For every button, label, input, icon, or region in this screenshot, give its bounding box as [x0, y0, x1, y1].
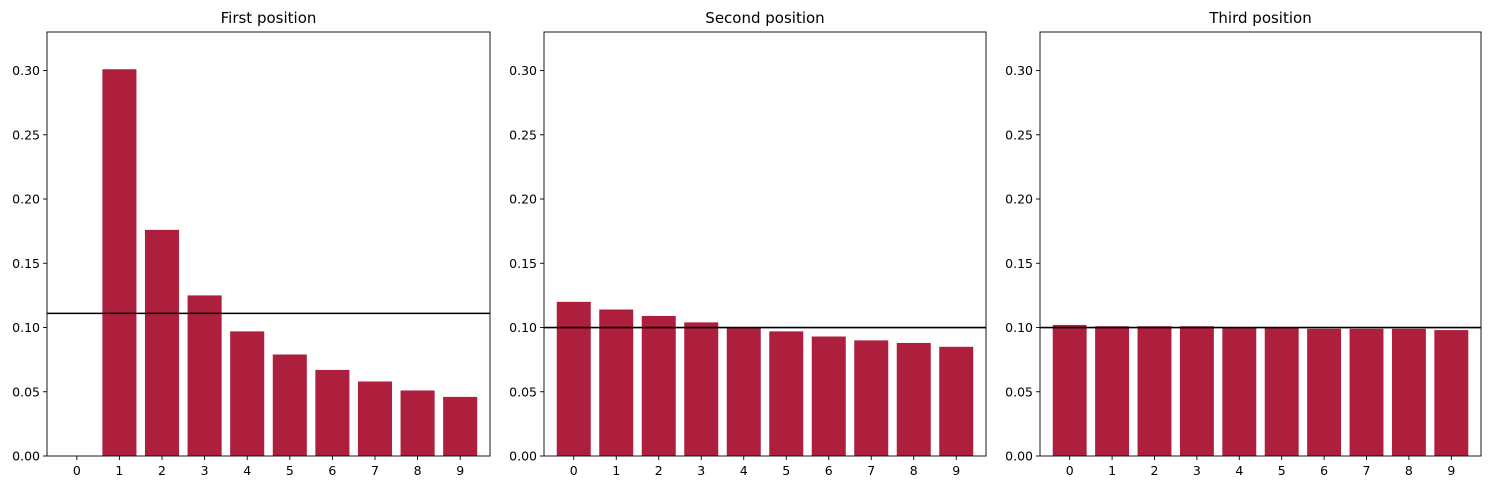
y-tick-label: 0.20: [12, 192, 40, 207]
bar: [769, 331, 804, 456]
bar: [726, 327, 761, 456]
bar: [144, 229, 180, 456]
x-tick-label: 1: [612, 463, 620, 478]
y-tick-label: 0.25: [509, 127, 537, 142]
x-tick-label: 0: [570, 463, 578, 478]
x-tick-label: 3: [201, 463, 209, 478]
x-tick-label: 5: [782, 463, 790, 478]
x-tick-label: 3: [697, 463, 705, 478]
axes-frame: [1039, 31, 1482, 457]
bar: [1095, 326, 1130, 456]
x-tick-label: 9: [1447, 463, 1455, 478]
y-tick-label: 0.15: [1005, 256, 1033, 271]
x-tick-label: 6: [328, 463, 336, 478]
bar: [1391, 328, 1426, 456]
x-tick-label: 7: [867, 463, 875, 478]
bar: [272, 354, 307, 456]
x-tick-label: 8: [910, 463, 918, 478]
y-tick-label: 0.15: [509, 256, 537, 271]
x-tick-label: 8: [414, 463, 422, 478]
y-tick-label: 0.30: [12, 63, 40, 78]
y-tick-label: 0.25: [12, 127, 40, 142]
axes-frame: [46, 31, 491, 457]
chart-title: Second position: [705, 9, 824, 27]
bar: [684, 322, 719, 456]
bar: [641, 315, 676, 456]
chart-panel: 0.00 0.05 0.10 0.15 0.20 0.25 0.30 0 1 2 3 4 5 6 7 8 9 Th…: [1005, 9, 1482, 478]
y-tick-label: 0.20: [1005, 192, 1033, 207]
bar: [1307, 328, 1342, 456]
x-tick-label: 7: [1363, 463, 1371, 478]
chart-panel: 0.00 0.05 0.10 0.15 0.20 0.25 0.30 0 1 2 3 4 5 6 7 8 9 Fi…: [12, 9, 491, 478]
bar: [1264, 327, 1299, 456]
bar: [187, 295, 222, 456]
bar: [1052, 324, 1087, 456]
y-tick-label: 0.30: [509, 63, 537, 78]
bar: [400, 390, 435, 456]
x-tick-label: 1: [1108, 463, 1116, 478]
chart-title: First position: [221, 9, 317, 27]
y-tick-label: 0.05: [509, 384, 537, 399]
y-tick-label: 0.00: [1005, 449, 1033, 464]
x-tick-label: 9: [456, 463, 464, 478]
y-tick-label: 0.10: [509, 320, 537, 335]
x-tick-label: 4: [243, 463, 251, 478]
bar: [556, 301, 591, 456]
bar: [939, 346, 974, 456]
y-tick-label: 0.15: [12, 256, 40, 271]
y-tick-label: 0.20: [509, 192, 537, 207]
axes-frame: [543, 31, 987, 457]
y-tick-label: 0.00: [509, 449, 537, 464]
bar: [1137, 326, 1172, 456]
x-tick-label: 4: [1235, 463, 1243, 478]
bar: [599, 309, 634, 456]
x-tick-label: 8: [1405, 463, 1413, 478]
bar: [443, 396, 478, 456]
bar: [230, 331, 265, 456]
bar: [811, 336, 846, 456]
bar: [1349, 328, 1384, 456]
y-tick-label: 0.10: [12, 320, 40, 335]
x-tick-label: 4: [740, 463, 748, 478]
x-tick-label: 0: [1066, 463, 1074, 478]
y-tick-label: 0.30: [1005, 63, 1033, 78]
bar: [102, 69, 137, 456]
x-tick-label: 6: [825, 463, 833, 478]
x-tick-label: 0: [73, 463, 81, 478]
bar: [896, 342, 931, 456]
bar: [854, 340, 889, 456]
x-tick-label: 1: [115, 463, 123, 478]
x-tick-label: 3: [1193, 463, 1201, 478]
bar: [357, 381, 393, 456]
y-tick-label: 0.25: [1005, 127, 1033, 142]
bar: [315, 369, 350, 456]
bar: [1179, 326, 1214, 456]
x-tick-label: 5: [1278, 463, 1286, 478]
chart-panel: 0.00 0.05 0.10 0.15 0.20 0.25 0.30 0 1 2 3 4 5 6 7 8 9 Se…: [509, 9, 987, 478]
bar: [1222, 327, 1257, 456]
y-tick-label: 0.05: [12, 384, 40, 399]
x-tick-label: 9: [952, 463, 960, 478]
y-tick-label: 0.10: [1005, 320, 1033, 335]
x-tick-label: 7: [371, 463, 379, 478]
bar: [1434, 330, 1469, 456]
x-tick-label: 2: [158, 463, 166, 478]
x-tick-label: 2: [1151, 463, 1159, 478]
y-tick-label: 0.00: [12, 449, 40, 464]
x-tick-label: 2: [655, 463, 663, 478]
x-tick-label: 5: [286, 463, 294, 478]
chart-title: Third position: [1208, 9, 1311, 27]
x-tick-label: 6: [1320, 463, 1328, 478]
y-tick-label: 0.05: [1005, 384, 1033, 399]
